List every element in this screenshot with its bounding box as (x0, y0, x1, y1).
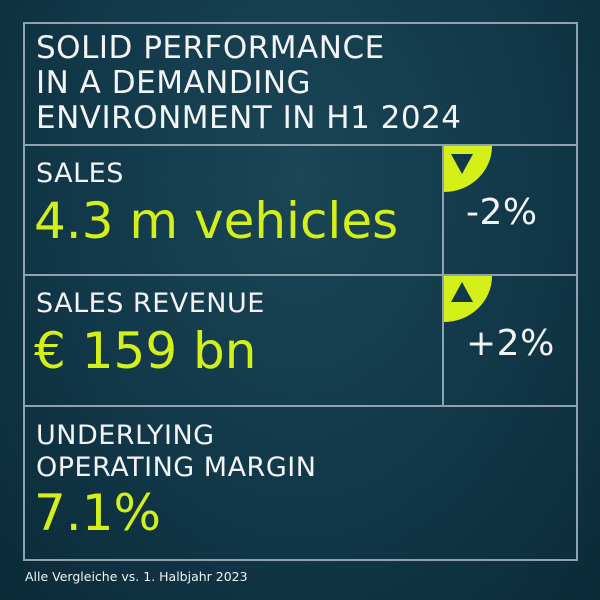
margin-label: UNDERLYING (36, 420, 215, 451)
sales-value: 4.3 m vehicles (34, 192, 399, 250)
border-left (23, 22, 25, 561)
revenue-value: € 159 bn (34, 322, 257, 380)
arrow-down-icon (451, 154, 473, 174)
border-right (576, 22, 578, 561)
divider (23, 405, 578, 407)
revenue-change: +2% (466, 323, 555, 364)
divider (23, 144, 578, 146)
sales-change: -2% (466, 192, 538, 233)
revenue-label: SALES REVENUE (36, 288, 265, 319)
margin-label: OPERATING MARGIN (36, 452, 317, 483)
footnote: Alle Vergleiche vs. 1. Halbjahr 2023 (25, 569, 248, 584)
margin-value: 7.1% (34, 484, 162, 542)
headline-line: SOLID PERFORMANCE (36, 30, 385, 66)
arrow-up-icon (451, 282, 473, 302)
headline-line: ENVIRONMENT IN H1 2024 (36, 100, 462, 136)
border-bottom (23, 559, 578, 561)
headline-line: IN A DEMANDING (36, 65, 312, 101)
sales-label: SALES (36, 158, 124, 189)
trend-badge (444, 146, 492, 192)
divider (23, 274, 578, 276)
divider-vertical (442, 144, 444, 406)
border-top (23, 22, 578, 24)
trend-badge (444, 276, 492, 322)
